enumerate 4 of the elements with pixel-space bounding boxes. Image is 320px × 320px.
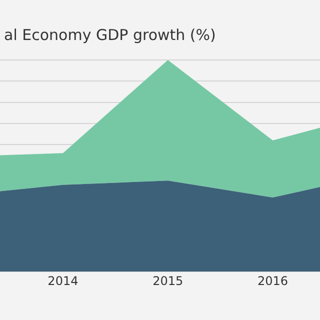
x-tick-label: 2015 [152,274,184,288]
x-tick-label: 2014 [48,274,78,288]
chart-title: al Economy GDP growth (%) [4,26,216,44]
x-tick-label: 2016 [258,274,288,288]
